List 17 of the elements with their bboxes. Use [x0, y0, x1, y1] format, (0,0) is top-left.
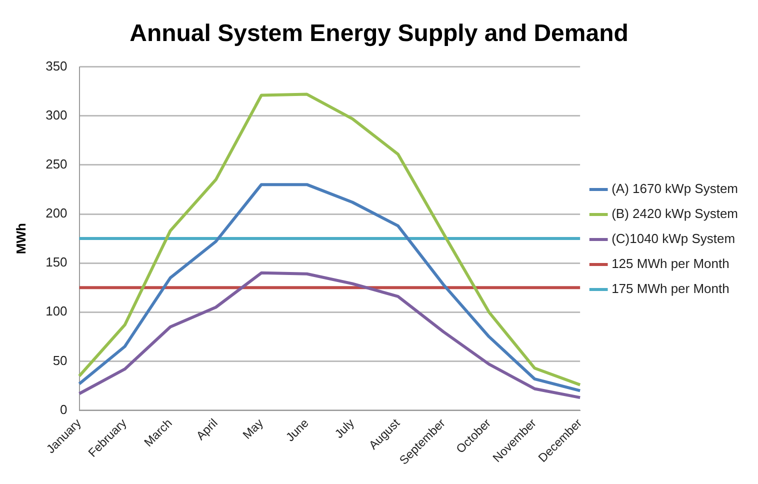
y-tick-label: 0	[60, 402, 68, 417]
y-tick-label: 200	[46, 206, 68, 221]
chart-title: Annual System Energy Supply and Demand	[130, 20, 628, 48]
x-tick-label: May	[240, 416, 266, 442]
legend-label: 175 MWh per Month	[612, 281, 730, 296]
x-tick-label: July	[332, 416, 357, 441]
legend-label: (A) 1670 kWp System	[612, 181, 738, 196]
legend-label: (B) 2420 kWp System	[612, 206, 738, 222]
y-tick-label: 300	[46, 107, 68, 122]
legend-label: (C)1040 kWp System	[612, 231, 736, 246]
y-tick-label: 50	[52, 352, 68, 368]
y-axis-title: MWh	[13, 222, 28, 254]
y-tick-label: 250	[46, 156, 68, 172]
y-tick-label: 350	[46, 58, 68, 74]
legend-label: 125 MWh per Month	[612, 256, 730, 272]
y-tick-label: 150	[46, 254, 68, 270]
y-tick-label: 100	[46, 304, 68, 319]
